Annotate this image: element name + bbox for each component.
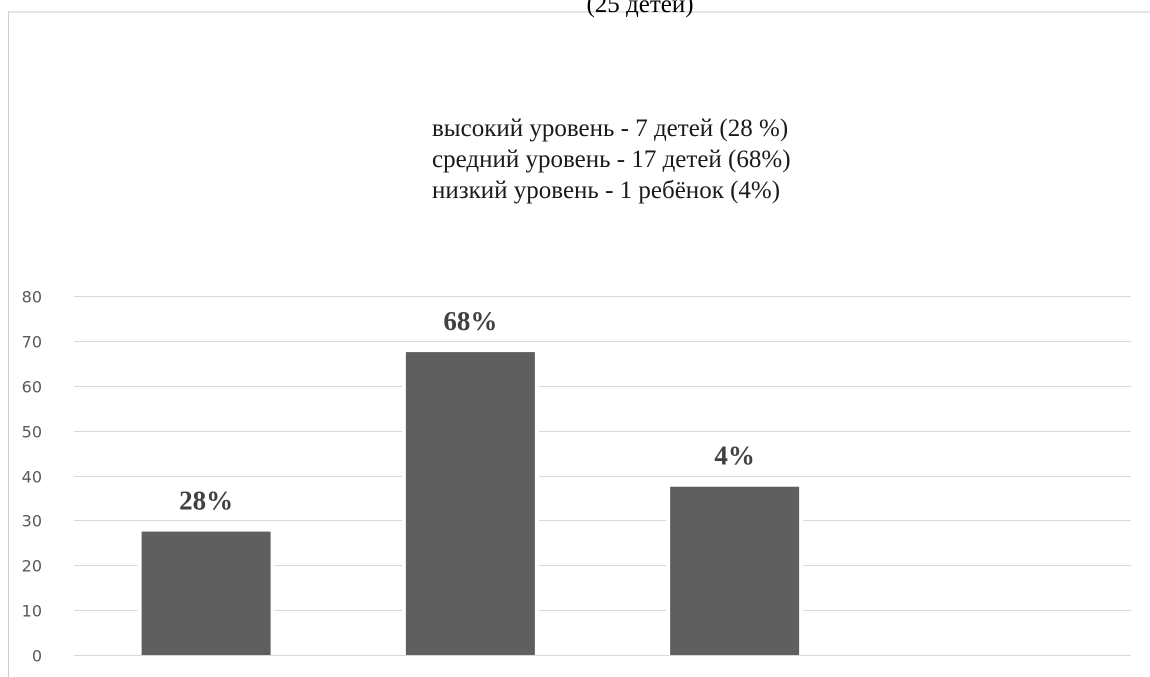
y-tick-label: 0 xyxy=(32,647,42,666)
y-axis-ticks: 0 10 20 30 40 50 60 70 80 xyxy=(22,288,42,666)
chart-title: (25 детей) xyxy=(586,0,693,18)
bar-2 xyxy=(405,352,535,655)
y-tick-label: 20 xyxy=(22,557,42,576)
data-labels: 28% 68% 4% xyxy=(179,306,755,516)
data-label-1: 28% xyxy=(179,486,233,516)
annotation-medium-level: средний уровень - 17 детей (68%) xyxy=(432,146,791,173)
bars xyxy=(137,352,804,655)
y-tick-label: 30 xyxy=(22,512,42,531)
y-tick-label: 70 xyxy=(22,333,42,352)
y-tick-label: 60 xyxy=(22,378,42,397)
data-label-3: 4% xyxy=(714,441,755,471)
y-tick-label: 10 xyxy=(22,602,42,621)
annotation-low-level: низкий уровень - 1 ребёнок (4%) xyxy=(432,177,780,204)
bar-3 xyxy=(670,486,800,655)
data-label-2: 68% xyxy=(443,306,497,336)
bar-1 xyxy=(141,531,271,655)
y-tick-label: 80 xyxy=(22,288,42,307)
y-tick-label: 50 xyxy=(22,423,42,442)
y-tick-label: 40 xyxy=(22,468,42,487)
annotation-high-level: высокий уровень - 7 детей (28 %) xyxy=(432,115,788,142)
